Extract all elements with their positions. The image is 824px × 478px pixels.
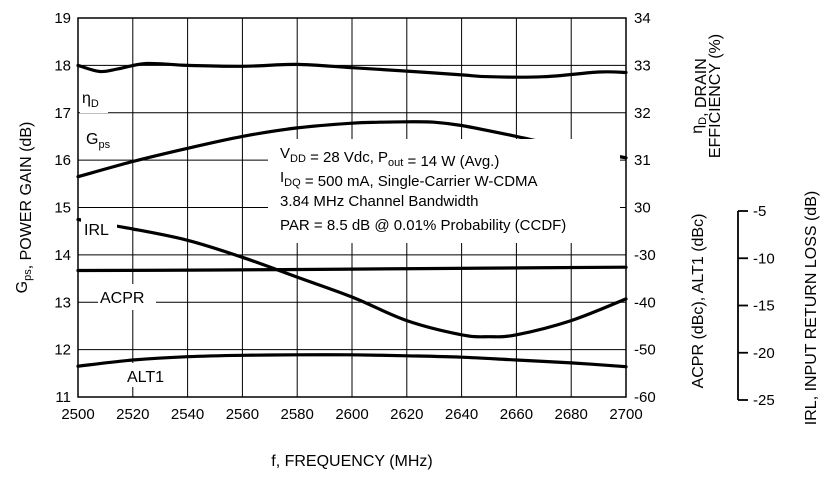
y-tick-acpr: -40 (634, 294, 656, 311)
y-tick-efficiency: 34 (634, 10, 651, 27)
series-line-g (76, 120, 628, 179)
y-tick-gain: 19 (54, 10, 71, 27)
series-label-alt1: ALT1 (127, 369, 164, 386)
series-lines (76, 61, 628, 369)
y-tick-irl: -10 (753, 250, 775, 267)
x-tick: 2500 (61, 406, 94, 423)
y-tick-irl: -25 (753, 392, 775, 409)
label-box-5 (118, 363, 168, 387)
x-tick: 2700 (609, 406, 642, 423)
y-tick-efficiency: 30 (634, 200, 651, 217)
y-axis-label-irl: IRL, INPUT RETURN LOSS (dB) (803, 191, 820, 425)
y-tick-gain: 14 (54, 247, 71, 264)
series-labels: ηD Gps IRL ACPR ALT1 (82, 90, 164, 386)
y-tick-acpr: -60 (634, 389, 656, 406)
y-tick-efficiency: 33 (634, 57, 651, 74)
x-tick: 2560 (226, 406, 259, 423)
x-tick: 2540 (171, 406, 204, 423)
y-tick-gain: 12 (54, 342, 71, 359)
label-box-6 (268, 139, 620, 243)
label-box-1 (80, 83, 108, 113)
series-label-acpr: ACPR (100, 290, 144, 307)
series-label-efficiency: ηD (82, 90, 99, 110)
y-tick-gain: 15 (54, 200, 71, 217)
series-line-alt1 (76, 353, 628, 369)
y-tick-efficiency: 32 (634, 105, 651, 122)
y-tick-gain: 18 (54, 57, 71, 74)
plot-frame (77, 17, 627, 398)
x-tick: 2520 (116, 406, 149, 423)
series-line-acpr (76, 265, 628, 273)
x-tick: 2680 (555, 406, 588, 423)
annotation-block: VDD = 28 Vdc, Pout = 14 W (Avg.)IDQ = 50… (280, 145, 566, 234)
x-tick: 2660 (500, 406, 533, 423)
y-tick-gain: 17 (54, 105, 71, 122)
y-axis-label-gain: Gps, POWER GAIN (dB) (14, 122, 35, 294)
series-line-η (76, 61, 628, 79)
axis-labels: f, FREQUENCY (MHz) Gps, POWER GAIN (dB) ηD… (14, 34, 820, 470)
y-axis-label-efficiency-2: EFFICIENCY (%) (707, 34, 724, 158)
y-tick-acpr: -50 (634, 342, 656, 359)
y-tick-irl: -20 (753, 345, 775, 362)
annotation-line-3: 3.84 MHz Channel Bandwidth (280, 193, 478, 210)
label-boxes (80, 83, 620, 387)
x-tick: 2640 (445, 406, 478, 423)
annotation-line-1: VDD = 28 Vdc, Pout = 14 W (Avg.) (280, 145, 499, 170)
y-axis-label-efficiency: ηD, DRAIN (689, 58, 710, 134)
annotation-line-4: PAR = 8.5 dB @ 0.01% Probability (CCDF) (280, 217, 566, 234)
x-tick: 2620 (390, 406, 423, 423)
x-tick: 2600 (335, 406, 368, 423)
series-label-irl: IRL (84, 222, 109, 239)
plot-border (77, 17, 627, 398)
annotation-line-2: IDQ = 500 mA, Single-Carrier W-CDMA (280, 169, 538, 190)
y-tick-gain: 13 (54, 294, 71, 311)
y-tick-irl: -15 (753, 298, 775, 315)
y-axis-label-acpr: ACPR (dBc), ALT1 (dBc) (690, 214, 707, 389)
y-tick-irl: -5 (753, 203, 766, 220)
y-tick-efficiency: 31 (634, 152, 651, 169)
irl-axis: -5 -10 -15 -20 -25 (737, 203, 775, 409)
y-tick-gain: 11 (55, 389, 71, 406)
tick-labels: 11 12 13 14 15 16 17 18 19 2500 2520 2540 2560 2580 26… (54, 10, 655, 423)
series-label-gain: Gps (86, 131, 111, 151)
label-box-4 (98, 284, 156, 310)
x-tick: 2580 (281, 406, 314, 423)
label-box-3 (81, 215, 117, 241)
series-line-irl (76, 217, 628, 339)
label-box-2 (82, 123, 124, 155)
y-tick-gain: 16 (54, 152, 71, 169)
x-axis-label: f, FREQUENCY (MHz) (271, 453, 432, 470)
y-tick-acpr: -30 (634, 247, 656, 264)
